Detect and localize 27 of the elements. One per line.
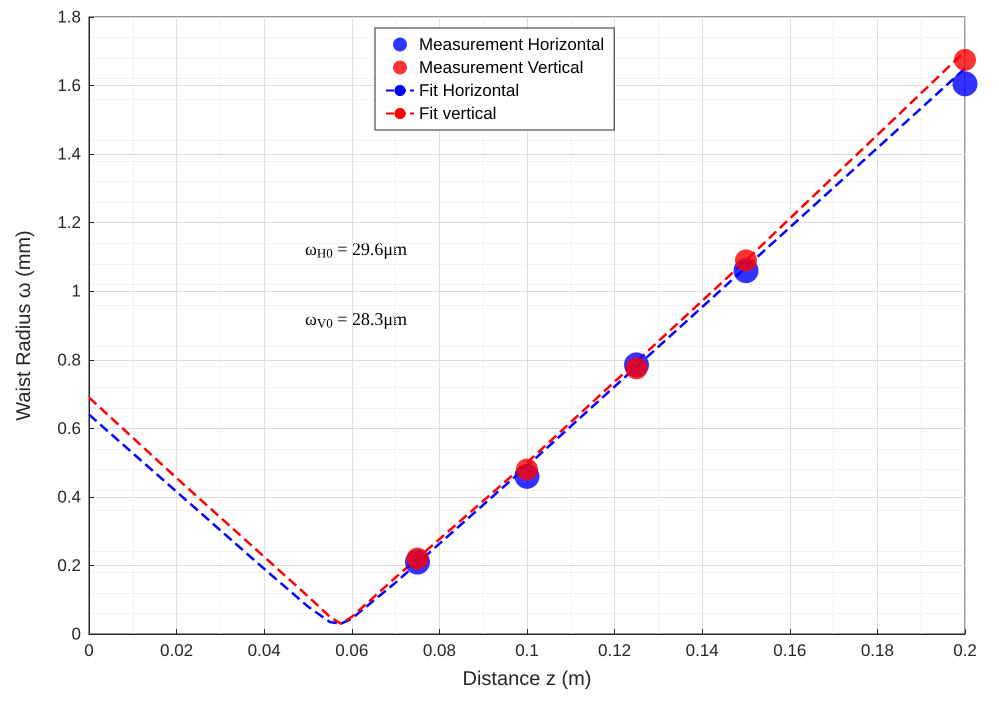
y-tick-label: 0.4: [57, 487, 81, 506]
x-tick-label: 0.04: [248, 641, 281, 660]
x-tick-label: 0.14: [686, 641, 719, 660]
x-tick-label: 0.18: [860, 641, 894, 660]
y-tick-label: 0.6: [57, 418, 81, 438]
y-axis-title: Waist Radius ω (mm): [13, 230, 35, 421]
x-tick-label: 0.16: [773, 641, 806, 660]
y-tick-label: 1: [72, 282, 81, 301]
x-tick-label: 0.02: [160, 641, 194, 660]
x-tick-label: 0.08: [422, 641, 456, 660]
legend-label: Fit vertical: [419, 104, 496, 123]
x-tick-label: 0.2: [953, 641, 977, 660]
legend-label: Measurement Vertical: [419, 58, 584, 77]
x-tick-label: 0.12: [598, 641, 632, 660]
x-tick-label: 0.1: [515, 641, 539, 660]
y-tick-label: 1.8: [57, 8, 81, 26]
legend-label: Fit Horizontal: [419, 81, 520, 100]
y-tick-label: 0: [72, 624, 81, 644]
y-tick-label: 0.2: [57, 556, 81, 575]
y-tick-label: 1.2: [57, 213, 81, 232]
x-tick-label: 0.06: [335, 641, 368, 660]
x-tick-label: 0: [84, 641, 94, 660]
y-tick-label: 0.8: [57, 350, 81, 370]
x-axis-title: Distance z (m): [462, 668, 592, 690]
legend-label: Measurement Horizontal: [419, 35, 604, 54]
y-tick-label: 1.4: [57, 144, 81, 164]
y-tick-label: 1.6: [57, 76, 81, 96]
